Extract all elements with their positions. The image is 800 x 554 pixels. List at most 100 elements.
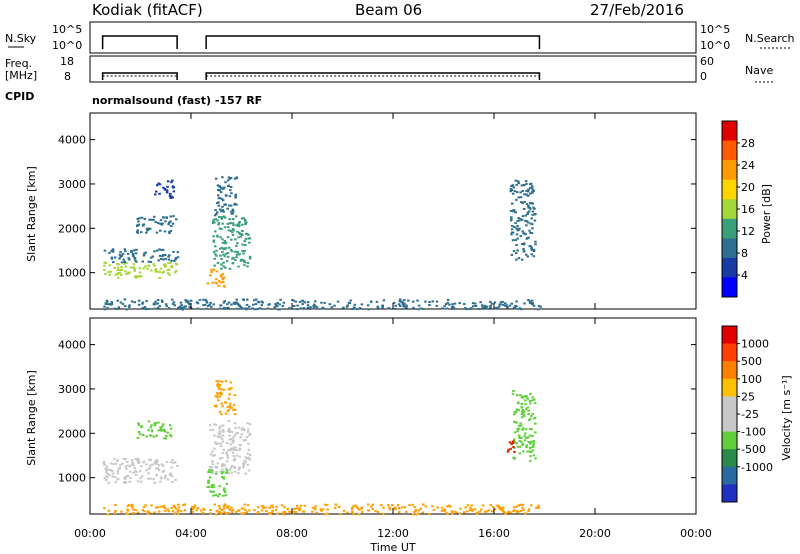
data-cell [159,219,163,222]
data-cell [520,218,524,221]
data-cell [235,224,238,227]
data-cell [401,302,405,305]
data-cell [229,230,233,232]
data-cell [153,307,156,310]
data-cell [235,176,238,179]
data-cell [160,299,164,302]
data-cell [118,269,121,271]
nsky-tick-top: 10^5 [52,23,82,36]
data-cell [122,481,126,484]
data-cell [468,509,472,512]
data-cell [169,192,172,195]
data-cell [238,447,242,450]
data-cell [137,303,141,306]
data-cell [529,192,532,195]
data-cell [520,412,524,415]
colorbar-segment [722,257,737,278]
data-cell [150,434,153,437]
data-cell [216,202,219,205]
data-cell [507,448,510,451]
data-cell [214,424,218,426]
data-cell [235,203,238,206]
data-cell [174,478,177,481]
data-cell [311,510,314,513]
data-cell [199,509,203,512]
data-cell [445,307,449,310]
data-cell [164,437,168,440]
data-cell [224,247,228,250]
data-cell [222,306,226,309]
data-cell [517,180,520,183]
data-cell [513,413,516,416]
data-cell [248,509,251,512]
data-cell [156,184,159,187]
data-cell [222,476,225,479]
data-cell [156,460,159,463]
data-cell [221,199,225,202]
data-cell [229,449,233,452]
data-cell [415,513,418,516]
data-cell [220,413,223,416]
data-cell [221,222,224,225]
data-cell [431,505,434,508]
data-cell [127,272,130,275]
data-cell [224,181,227,184]
data-cell [126,464,129,467]
data-cell [514,411,518,414]
data-cell [222,494,225,497]
data-cell [298,300,302,303]
data-cell [164,509,167,512]
data-cell [118,257,121,260]
data-cell [530,249,534,251]
data-cell [231,218,235,220]
nave-tick-bottom: 0 [700,70,707,83]
data-cell [106,472,109,475]
data-cell [213,405,217,407]
data-cell [225,512,228,515]
data-cell [165,189,169,192]
data-cell [349,299,352,302]
data-cell [140,480,143,483]
data-cell [205,307,208,310]
data-cell [247,233,250,236]
data-cell [242,466,245,469]
data-cell [124,465,128,468]
data-cell [214,209,217,212]
ytick-label: 1000 [58,472,86,485]
data-cell [163,430,167,433]
data-cell [256,308,259,311]
data-cell [230,210,233,213]
data-cell [198,298,202,301]
data-cell [528,434,532,437]
data-cell [158,305,161,308]
data-cell [236,230,239,233]
data-cell [146,511,150,514]
data-cell [106,476,109,479]
data-cell [212,235,215,238]
data-cell [109,468,112,471]
data-cell [117,272,120,275]
data-cell [401,300,404,303]
data-cell [459,507,462,510]
data-cell [220,509,224,511]
colorbar-tick-label: 100 [741,373,762,386]
data-cell [517,434,521,437]
data-cell [168,195,172,197]
power-data [103,176,542,311]
data-cell [219,281,222,284]
data-cell [524,399,527,402]
data-cell [508,441,512,444]
xtick-label: 12:00 [377,527,409,540]
data-cell [351,506,354,509]
data-cell [421,511,424,514]
data-cell [145,300,148,303]
data-cell [483,510,487,513]
data-cell [131,252,135,255]
data-cell [243,459,246,462]
data-cell [531,223,534,226]
data-cell [227,176,231,179]
data-cell [528,446,532,449]
data-cell [366,304,370,307]
data-cell [469,506,472,509]
